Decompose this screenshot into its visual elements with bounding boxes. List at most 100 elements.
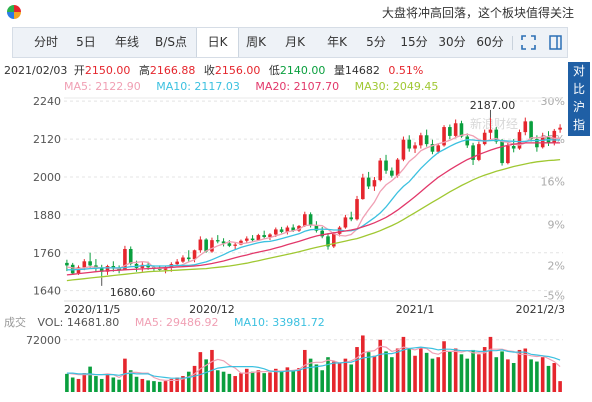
- headline-link[interactable]: 大盘将冲高回落，这个板块值得关注: [381, 6, 574, 20]
- tab-60min[interactable]: 60分: [476, 35, 504, 49]
- candle: [198, 236, 203, 253]
- pct-tick-label: -5%: [544, 289, 565, 302]
- volume-bar: [163, 381, 168, 392]
- volume-caption: 成交: [4, 316, 26, 329]
- candle-body: [279, 229, 284, 232]
- candle-body: [413, 145, 417, 149]
- candle: [186, 250, 191, 262]
- volume-bar: [506, 359, 510, 392]
- candle: [395, 158, 400, 178]
- tab-year-line[interactable]: 年线: [114, 35, 139, 49]
- volume-bar: [204, 359, 208, 392]
- candle-body: [256, 235, 261, 241]
- candle-body: [227, 243, 232, 246]
- candle-body: [494, 129, 499, 142]
- tab-yearly-k[interactable]: 年K: [327, 35, 347, 49]
- candle-body: [181, 257, 185, 262]
- candle: [268, 233, 272, 241]
- candle-body: [436, 145, 441, 152]
- volume-ma10-line: [66, 346, 561, 379]
- low-label: 低: [268, 64, 280, 77]
- candle: [239, 239, 243, 246]
- tab-intraday[interactable]: 分时: [33, 35, 58, 49]
- volume-bar: [320, 370, 325, 392]
- tab-monthly-k[interactable]: 月K: [285, 35, 305, 49]
- candle-body: [459, 123, 464, 137]
- close-label: 收: [203, 64, 215, 77]
- candle-body: [285, 227, 290, 232]
- volume-bar: [337, 363, 342, 392]
- candle-body: [500, 141, 504, 164]
- volume-bar: [529, 359, 533, 392]
- volume-bar: [291, 370, 295, 392]
- volume-bar: [482, 347, 487, 392]
- volume-bar: [494, 357, 499, 392]
- candle-body: [117, 268, 121, 271]
- candle-body: [192, 250, 197, 260]
- candle: [332, 231, 336, 249]
- volume-bar: [355, 347, 359, 392]
- candle: [471, 142, 475, 165]
- candle-body: [99, 267, 104, 272]
- candle-body: [262, 235, 266, 237]
- tab-5day[interactable]: 5日: [76, 35, 96, 49]
- tab-weekly-k[interactable]: 周K: [246, 35, 266, 49]
- open-label: 开: [73, 64, 85, 77]
- candle-body: [88, 261, 92, 266]
- volume-bar: [511, 363, 516, 392]
- volume-bar: [500, 351, 504, 392]
- candle: [105, 264, 110, 275]
- tab-5min[interactable]: 5分: [366, 35, 386, 49]
- volume-bar: [558, 381, 562, 392]
- candle: [355, 195, 359, 221]
- candle-body: [268, 234, 272, 237]
- tab-15min[interactable]: 15分: [400, 35, 428, 49]
- tab-daily-k[interactable]: 日K: [196, 28, 239, 57]
- ma20-legend: MA20: 2107.70: [255, 80, 340, 93]
- volume-bar: [76, 378, 81, 392]
- volume-bar: [436, 357, 441, 392]
- candle-body: [198, 239, 203, 251]
- fullscreen-icon[interactable]: [521, 35, 536, 50]
- candle: [210, 237, 214, 253]
- x-tick-label: 2020/11/5: [64, 303, 120, 316]
- tab-30min[interactable]: 30分: [438, 35, 466, 49]
- ma5-legend: MA5: 2122.90: [64, 80, 141, 93]
- candle: [70, 262, 75, 275]
- y-tick-label: 2120: [33, 133, 61, 146]
- volume-bar: [215, 370, 220, 392]
- volume-value: 14682: [344, 64, 380, 77]
- candle-body: [465, 136, 470, 146]
- volume-bar: [419, 347, 423, 392]
- volume-legend: 成交 VOL: 14681.80 MA5: 29486.92 MA10: 339…: [4, 314, 330, 330]
- volume-bar: [111, 377, 116, 392]
- vol-legend: VOL: 14681.80: [37, 316, 120, 329]
- y-tick-label: 1880: [33, 209, 61, 222]
- candle-body: [297, 225, 301, 231]
- volume-bar: [540, 357, 545, 392]
- volume-bar: [250, 371, 255, 392]
- volume-bar: [407, 348, 412, 392]
- candle: [279, 226, 284, 234]
- volume-bar: [314, 364, 319, 392]
- candle: [372, 176, 377, 191]
- candle-body: [314, 225, 319, 231]
- volume-bar: [308, 358, 313, 392]
- candle-body: [540, 136, 545, 148]
- volume-bar: [134, 376, 139, 392]
- candle-body: [210, 240, 214, 252]
- low-annotation: 1680.60: [110, 286, 156, 299]
- compare-index-button[interactable]: 对 比 沪 指: [568, 62, 590, 136]
- volume-bar: [384, 351, 388, 392]
- volume-bar: [401, 336, 406, 392]
- volume-bar: [192, 365, 197, 392]
- candle: [407, 135, 412, 152]
- candle: [215, 235, 220, 244]
- candle: [378, 158, 383, 182]
- volume-bar: [128, 370, 133, 392]
- tab-bs-points[interactable]: B/S点: [155, 35, 187, 49]
- x-tick-label: 2021/2/3: [516, 303, 565, 316]
- volume-bar: [82, 373, 87, 392]
- side-panel-icon[interactable]: [549, 35, 562, 50]
